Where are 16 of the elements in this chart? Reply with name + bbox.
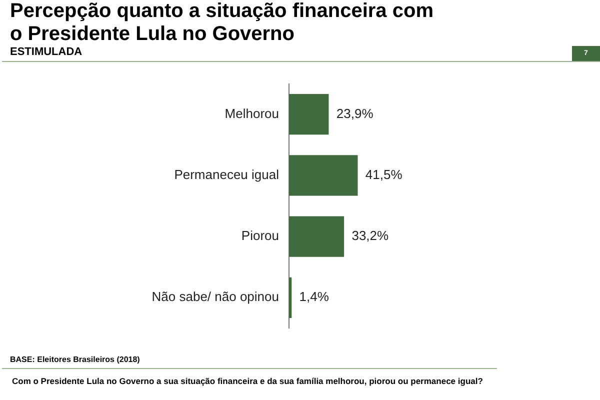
text: Com o Presidente Lula no Governo a sua situação financeira e da sua família melhorou, piorou ou permanece igual? (12, 376, 483, 386)
y-tick-label: Não sabe/ não opinou (152, 289, 279, 304)
bar (289, 155, 358, 196)
data-label: 23,9% (336, 106, 374, 121)
data-label: 33,2% (352, 228, 390, 244)
bar (289, 216, 344, 257)
y-tick-label: Melhorou (224, 106, 279, 121)
data-label: 1,4% (299, 289, 330, 304)
y-tick-label: Permaneceu igual (174, 167, 280, 182)
chart-title: Percepção quanto a situação financeira com o Presidente Lula no Governo (10, 0, 434, 46)
bar (289, 94, 329, 135)
y-tick-label: Piorou (241, 228, 279, 244)
text: ESTIMULADA (10, 46, 82, 58)
bar (289, 277, 292, 318)
text: BASE: Eleitores Brasileiros (2018) (10, 355, 140, 364)
data-label: 41,5% (365, 167, 403, 182)
